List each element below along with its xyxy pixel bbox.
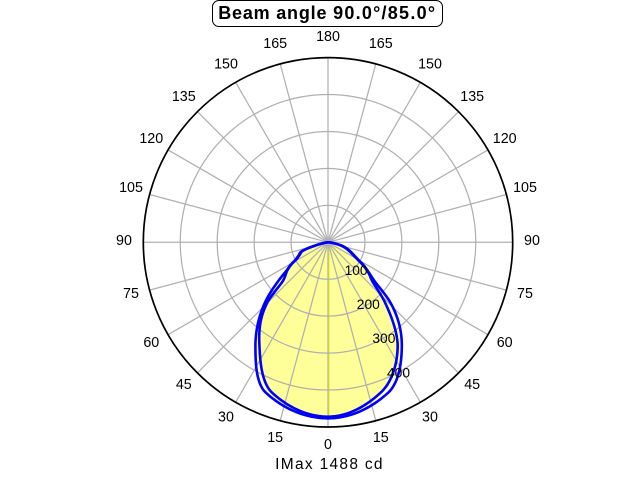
svg-text:150: 150 [418,56,442,72]
svg-text:105: 105 [513,180,537,196]
svg-text:200: 200 [357,297,380,312]
svg-text:0: 0 [324,437,332,453]
svg-text:60: 60 [497,335,513,351]
svg-text:120: 120 [493,131,517,147]
svg-text:300: 300 [372,331,395,346]
svg-text:165: 165 [369,36,393,52]
svg-text:45: 45 [176,377,192,393]
svg-text:15: 15 [373,430,389,446]
svg-text:15: 15 [267,430,283,446]
svg-text:90: 90 [524,233,540,249]
svg-text:75: 75 [517,286,533,302]
svg-text:30: 30 [422,410,438,426]
svg-text:165: 165 [263,36,287,52]
svg-text:100: 100 [345,263,368,278]
svg-text:45: 45 [464,377,480,393]
svg-text:75: 75 [123,286,139,302]
svg-text:135: 135 [460,89,484,105]
svg-text:60: 60 [143,335,159,351]
svg-text:105: 105 [119,180,143,196]
svg-text:150: 150 [214,56,238,72]
svg-text:120: 120 [139,131,163,147]
svg-text:135: 135 [172,89,196,105]
svg-text:90: 90 [116,233,132,249]
svg-text:30: 30 [218,410,234,426]
svg-text:400: 400 [387,365,410,380]
svg-text:180: 180 [316,29,340,45]
